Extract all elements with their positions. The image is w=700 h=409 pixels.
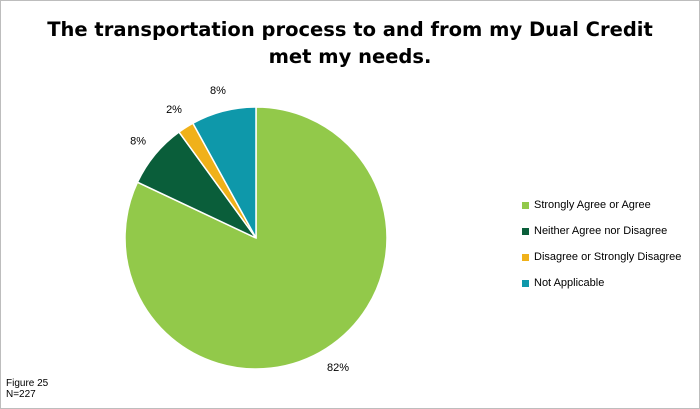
pie-slice-strongly-agree — [124, 106, 388, 370]
pie-slice-not-applicable — [191, 106, 257, 239]
legend-label: Strongly Agree or Agree — [534, 199, 651, 211]
chart-title-line-1: The transportation process to and from m… — [47, 18, 653, 41]
legend-item-not-applicable: Not Applicable — [522, 270, 681, 296]
data-label-not-applicable: 8% — [210, 85, 226, 97]
legend-swatch — [522, 227, 529, 235]
legend-swatch — [522, 253, 529, 261]
data-label-disagree: 2% — [166, 104, 182, 116]
legend-label: Neither Agree nor Disagree — [534, 225, 668, 237]
figure-number: Figure 25 — [6, 378, 49, 389]
legend: Strongly Agree or Agree Neither Agree no… — [522, 192, 681, 296]
sample-size: N=227 — [6, 389, 36, 400]
legend-swatch — [522, 279, 529, 287]
legend-item-neither: Neither Agree nor Disagree — [522, 218, 681, 244]
legend-item-strongly-agree: Strongly Agree or Agree — [522, 192, 681, 218]
legend-swatch — [522, 201, 529, 209]
legend-label: Not Applicable — [534, 277, 605, 289]
chart-title-line-2: met my needs. — [268, 45, 432, 68]
legend-item-disagree: Disagree or Strongly Disagree — [522, 244, 681, 270]
data-label-neither: 8% — [130, 135, 146, 147]
data-label-strongly-agree: 82% — [327, 362, 349, 374]
legend-label: Disagree or Strongly Disagree — [534, 251, 682, 263]
